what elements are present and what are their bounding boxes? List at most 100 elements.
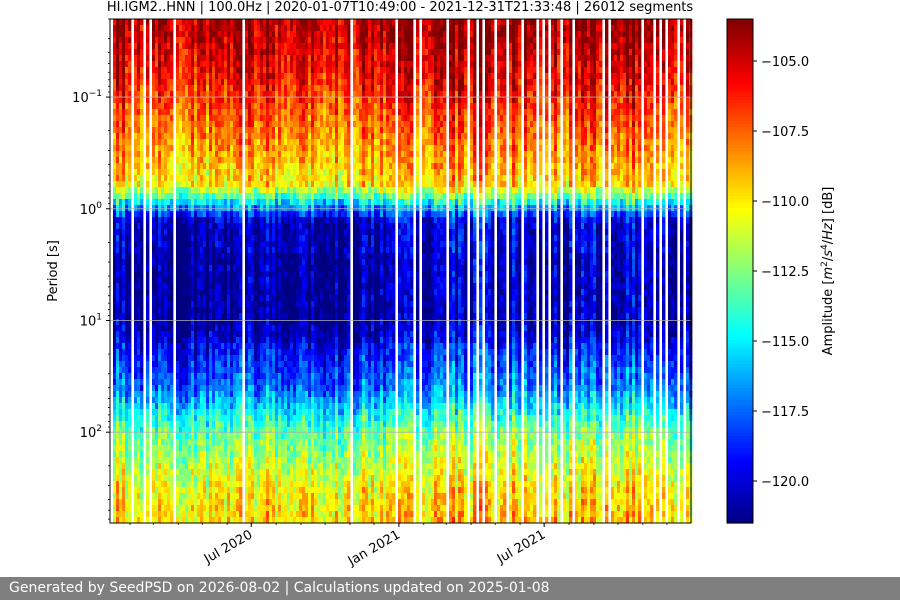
heatmap-cell bbox=[245, 151, 248, 157]
heatmap-cell bbox=[194, 505, 197, 511]
heatmap-cell bbox=[272, 337, 275, 343]
heatmap-cell bbox=[176, 475, 179, 481]
heatmap-cell bbox=[260, 121, 263, 127]
heatmap-cell bbox=[221, 397, 224, 403]
heatmap-cell bbox=[128, 55, 131, 61]
heatmap-cell bbox=[164, 103, 167, 109]
heatmap-cell bbox=[128, 157, 131, 163]
heatmap-cell bbox=[284, 109, 287, 115]
heatmap-cell bbox=[125, 463, 128, 469]
heatmap-cell bbox=[227, 79, 230, 85]
heatmap-cell bbox=[137, 259, 140, 265]
heatmap-cell bbox=[161, 517, 164, 523]
heatmap-cell bbox=[236, 55, 239, 61]
heatmap-cell bbox=[194, 295, 197, 301]
heatmap-cell bbox=[278, 397, 281, 403]
heatmap-cell bbox=[272, 157, 275, 163]
heatmap-cell bbox=[140, 91, 143, 97]
heatmap-cell bbox=[116, 385, 119, 391]
heatmap-cell bbox=[152, 157, 155, 163]
heatmap-cell bbox=[293, 385, 296, 391]
heatmap-cell bbox=[284, 181, 287, 187]
heatmap-cell bbox=[140, 379, 143, 385]
heatmap-cell bbox=[284, 49, 287, 55]
heatmap-cell bbox=[278, 385, 281, 391]
heatmap-cell bbox=[197, 481, 200, 487]
heatmap-cell bbox=[299, 295, 302, 301]
heatmap-cell bbox=[218, 265, 221, 271]
heatmap-cell bbox=[245, 163, 248, 169]
heatmap-cell bbox=[218, 151, 221, 157]
heatmap-cell bbox=[146, 307, 149, 313]
heatmap-cell bbox=[170, 193, 173, 199]
heatmap-cell bbox=[128, 31, 131, 37]
heatmap-cell bbox=[122, 373, 125, 379]
heatmap-cell bbox=[284, 175, 287, 181]
heatmap-cell bbox=[119, 391, 122, 397]
heatmap-cell bbox=[125, 151, 128, 157]
heatmap-cell bbox=[236, 163, 239, 169]
heatmap-cell bbox=[194, 91, 197, 97]
heatmap-cell bbox=[200, 367, 203, 373]
heatmap-cell bbox=[176, 157, 179, 163]
heatmap-cell bbox=[140, 403, 143, 409]
heatmap-cell bbox=[296, 277, 299, 283]
heatmap-cell bbox=[245, 277, 248, 283]
heatmap-cell bbox=[239, 313, 242, 319]
heatmap-cell bbox=[116, 499, 119, 505]
heatmap-cell bbox=[293, 295, 296, 301]
heatmap-cell bbox=[176, 325, 179, 331]
heatmap-cell bbox=[260, 283, 263, 289]
heatmap-cell bbox=[191, 445, 194, 451]
heatmap-cell bbox=[302, 223, 305, 229]
heatmap-column bbox=[167, 19, 170, 523]
heatmap-cell bbox=[227, 379, 230, 385]
heatmap-cell bbox=[245, 421, 248, 427]
heatmap-cell bbox=[140, 133, 143, 139]
heatmap-cell bbox=[266, 235, 269, 241]
heatmap-cell bbox=[128, 259, 131, 265]
heatmap-cell bbox=[146, 469, 149, 475]
heatmap-cell bbox=[215, 109, 218, 115]
heatmap-cell bbox=[155, 385, 158, 391]
heatmap-cell bbox=[140, 481, 143, 487]
heatmap-cell bbox=[296, 451, 299, 457]
heatmap-cell bbox=[302, 313, 305, 319]
heatmap-cell bbox=[236, 355, 239, 361]
heatmap-cell bbox=[161, 331, 164, 337]
heatmap-cell bbox=[182, 343, 185, 349]
heatmap-cell bbox=[197, 505, 200, 511]
heatmap-cell bbox=[251, 121, 254, 127]
heatmap-cell bbox=[254, 49, 257, 55]
heatmap-cell bbox=[128, 25, 131, 31]
heatmap-cell bbox=[275, 73, 278, 79]
heatmap-cell bbox=[263, 19, 266, 25]
heatmap-cell bbox=[188, 103, 191, 109]
heatmap-cell bbox=[164, 25, 167, 31]
heatmap-cell bbox=[245, 25, 248, 31]
heatmap-cell bbox=[158, 211, 161, 217]
heatmap-cell bbox=[164, 211, 167, 217]
heatmap-cell bbox=[260, 199, 263, 205]
heatmap-cell bbox=[170, 109, 173, 115]
heatmap-cell bbox=[185, 463, 188, 469]
heatmap-cell bbox=[281, 433, 284, 439]
heatmap-cell bbox=[272, 133, 275, 139]
heatmap-cell bbox=[125, 439, 128, 445]
heatmap-cell bbox=[167, 367, 170, 373]
heatmap-cell bbox=[158, 415, 161, 421]
heatmap-cell bbox=[203, 145, 206, 151]
heatmap-cell bbox=[281, 397, 284, 403]
heatmap-cell bbox=[251, 451, 254, 457]
heatmap-cell bbox=[293, 25, 296, 31]
heatmap-cell bbox=[266, 355, 269, 361]
heatmap-cell bbox=[137, 409, 140, 415]
heatmap-cell bbox=[290, 403, 293, 409]
heatmap-cell bbox=[179, 313, 182, 319]
heatmap-cell bbox=[248, 241, 251, 247]
heatmap-cell bbox=[239, 205, 242, 211]
heatmap-cell bbox=[137, 163, 140, 169]
heatmap-cell bbox=[239, 517, 242, 523]
heatmap-cell bbox=[209, 181, 212, 187]
heatmap-cell bbox=[152, 73, 155, 79]
